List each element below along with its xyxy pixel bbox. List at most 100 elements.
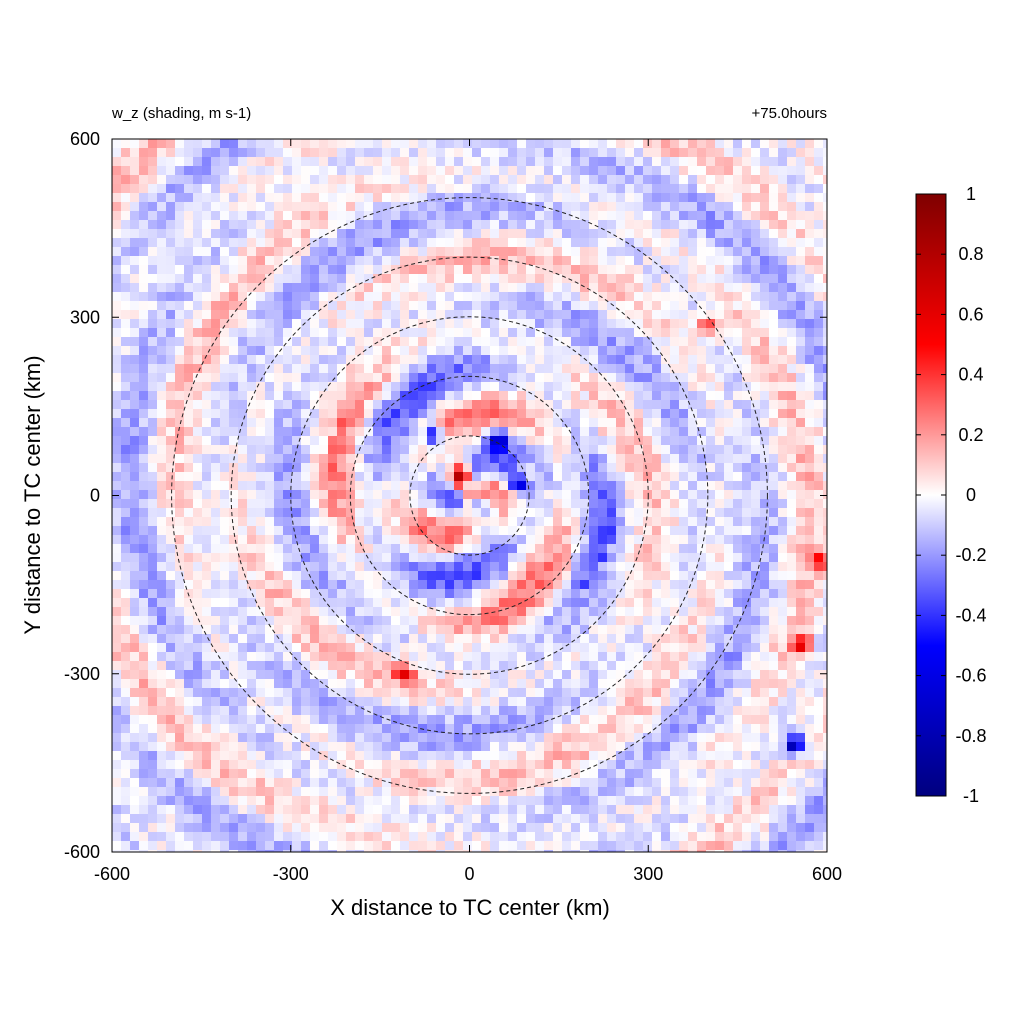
heatmap-cell [562, 301, 571, 310]
heatmap-cell [283, 571, 292, 580]
heatmap-cell [625, 220, 634, 229]
heatmap-cell [436, 229, 445, 238]
heatmap-cell [139, 517, 148, 526]
heatmap-cell [355, 175, 364, 184]
heatmap-cell [112, 661, 121, 670]
heatmap-cell [112, 607, 121, 616]
heatmap-cell [364, 697, 373, 706]
heatmap-cell [652, 616, 661, 625]
heatmap-cell [400, 760, 409, 769]
heatmap-cell [418, 292, 427, 301]
heatmap-cell [427, 400, 436, 409]
heatmap-cell [382, 355, 391, 364]
heatmap-cell [571, 760, 580, 769]
heatmap-cell [247, 814, 256, 823]
heatmap-cell [670, 337, 679, 346]
heatmap-cell [211, 760, 220, 769]
heatmap-cell [571, 166, 580, 175]
heatmap-cell [184, 580, 193, 589]
heatmap-cell [544, 364, 553, 373]
heatmap-cell [112, 616, 121, 625]
heatmap-cell [643, 202, 652, 211]
heatmap-cell [175, 481, 184, 490]
heatmap-cell [301, 553, 310, 562]
heatmap-cell [571, 310, 580, 319]
heatmap-cell [337, 481, 346, 490]
heatmap-cell [463, 391, 472, 400]
heatmap-cell [283, 598, 292, 607]
heatmap-cell [643, 382, 652, 391]
heatmap-cell [382, 814, 391, 823]
heatmap-cell [418, 697, 427, 706]
heatmap-cell [463, 454, 472, 463]
heatmap-cell [283, 697, 292, 706]
heatmap-cell [355, 472, 364, 481]
heatmap-cell [355, 850, 364, 852]
heatmap-cell [355, 562, 364, 571]
heatmap-cell [265, 652, 274, 661]
heatmap-cell [328, 787, 337, 796]
heatmap-cell [535, 805, 544, 814]
heatmap-cell [454, 778, 463, 787]
heatmap-cell [418, 472, 427, 481]
heatmap-cell [427, 211, 436, 220]
heatmap-cell [301, 148, 310, 157]
heatmap-cell [544, 616, 553, 625]
heatmap-cell [337, 220, 346, 229]
heatmap-cell [292, 652, 301, 661]
heatmap-cell [418, 634, 427, 643]
heatmap-cell [355, 796, 364, 805]
heatmap-cell [607, 472, 616, 481]
heatmap-cell [238, 229, 247, 238]
heatmap-cell [508, 481, 517, 490]
heatmap-cell [364, 517, 373, 526]
heatmap-cell [148, 319, 157, 328]
heatmap-cell [157, 157, 166, 166]
heatmap-cell [310, 571, 319, 580]
heatmap-cell [283, 805, 292, 814]
heatmap-cell [175, 571, 184, 580]
heatmap-cell [472, 742, 481, 751]
heatmap-cell [625, 337, 634, 346]
heatmap-cell [499, 472, 508, 481]
heatmap-cell [382, 625, 391, 634]
heatmap-cell [580, 175, 589, 184]
heatmap-cell [634, 598, 643, 607]
heatmap-cell [238, 688, 247, 697]
heatmap-cell [490, 382, 499, 391]
heatmap-cell [463, 463, 472, 472]
heatmap-cell [517, 319, 526, 328]
heatmap-cell [553, 688, 562, 697]
heatmap-cell [481, 301, 490, 310]
heatmap-cell [382, 382, 391, 391]
heatmap-cell [553, 715, 562, 724]
heatmap-cell [652, 769, 661, 778]
heatmap-cell [247, 382, 256, 391]
heatmap-cell [526, 157, 535, 166]
heatmap-cell [355, 373, 364, 382]
heatmap-cell [139, 382, 148, 391]
heatmap-cell [670, 382, 679, 391]
heatmap-cell [598, 706, 607, 715]
heatmap-cell [553, 625, 562, 634]
heatmap-cell [274, 463, 283, 472]
heatmap-cell [409, 490, 418, 499]
heatmap-cell [454, 445, 463, 454]
heatmap-cell [166, 697, 175, 706]
heatmap-cell [598, 184, 607, 193]
heatmap-cell [625, 454, 634, 463]
heatmap-cell [292, 706, 301, 715]
heatmap-cell [175, 688, 184, 697]
heatmap-cell [445, 229, 454, 238]
heatmap-cell [211, 823, 220, 832]
heatmap-cell [454, 193, 463, 202]
heatmap-cell [652, 436, 661, 445]
heatmap-cell [517, 571, 526, 580]
heatmap-cell [328, 733, 337, 742]
heatmap-cell [517, 274, 526, 283]
heatmap-cell [265, 409, 274, 418]
heatmap-cell [526, 337, 535, 346]
heatmap-cell [643, 391, 652, 400]
heatmap-cell [553, 166, 562, 175]
heatmap-cell [598, 535, 607, 544]
